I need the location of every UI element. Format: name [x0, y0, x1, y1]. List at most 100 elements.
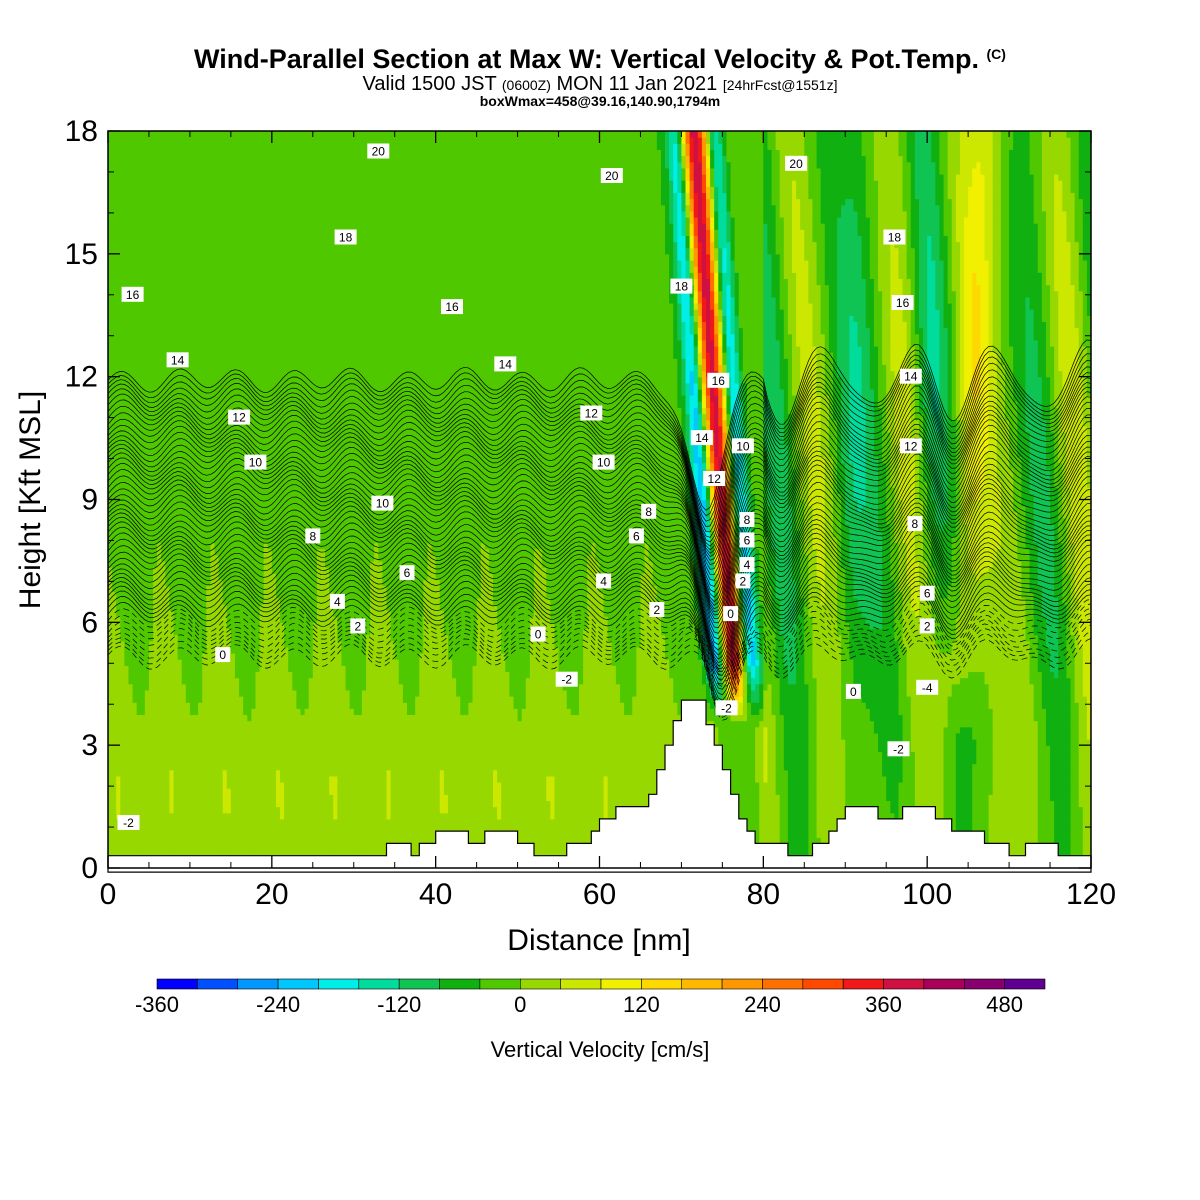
heat-cell — [276, 702, 281, 709]
heat-cell — [153, 825, 158, 832]
heat-cell — [149, 764, 154, 771]
heat-cell — [194, 745, 199, 752]
heat-cell — [174, 217, 179, 224]
heat-cell — [149, 579, 154, 586]
heat-cell — [174, 764, 179, 771]
heat-cell — [206, 610, 211, 617]
heat-cell — [198, 156, 203, 163]
heat-cell — [182, 334, 187, 341]
heat-cell — [235, 708, 240, 715]
heat-cell — [186, 223, 191, 230]
heat-cell — [255, 739, 260, 746]
heat-cell — [272, 831, 277, 838]
heat-cell — [247, 321, 252, 328]
heat-cell — [206, 702, 211, 709]
heat-cell — [157, 254, 162, 261]
heat-cell — [272, 328, 277, 335]
heat-cell — [186, 622, 191, 629]
heat-cell — [231, 205, 236, 212]
heat-cell — [137, 156, 142, 163]
heat-cell — [112, 721, 117, 728]
heat-cell — [133, 794, 138, 801]
heat-cell — [235, 457, 240, 464]
heat-cell — [128, 205, 133, 212]
heat-cell — [198, 690, 203, 697]
heat-cell — [174, 143, 179, 150]
heat-cell — [161, 242, 166, 249]
heat-cell — [247, 364, 252, 371]
heat-cell — [239, 794, 244, 801]
heat-cell — [161, 837, 166, 844]
heat-cell — [182, 242, 187, 249]
heat-cell — [239, 684, 244, 691]
heat-cell — [255, 665, 260, 672]
heat-cell — [235, 450, 240, 457]
heat-cell — [219, 334, 224, 341]
heat-cell — [116, 690, 121, 697]
heat-cell — [149, 690, 154, 697]
heat-cell — [153, 770, 158, 777]
heat-cell — [219, 205, 224, 212]
heat-cell — [206, 174, 211, 181]
heat-cell — [198, 782, 203, 789]
heat-cell — [137, 696, 142, 703]
heat-cell — [194, 131, 199, 138]
heat-cell — [174, 180, 179, 187]
heat-cell — [255, 143, 260, 150]
heat-cell — [145, 364, 150, 371]
heat-cell — [231, 831, 236, 838]
heat-cell — [124, 800, 129, 807]
heat-cell — [231, 678, 236, 685]
heat-cell — [178, 696, 183, 703]
heat-cell — [112, 653, 117, 660]
heat-cell — [214, 831, 219, 838]
heat-cell — [133, 254, 138, 261]
heat-cell — [235, 162, 240, 169]
heat-cell — [198, 444, 203, 451]
heat-cell — [272, 377, 277, 384]
heat-cell — [149, 831, 154, 838]
heat-cell — [194, 162, 199, 169]
heat-cell — [210, 235, 215, 242]
heat-cell — [260, 702, 265, 709]
heat-cell — [243, 334, 248, 341]
heat-cell — [202, 186, 207, 193]
heat-cell — [153, 764, 158, 771]
heat-cell — [169, 211, 174, 218]
heat-cell — [223, 757, 228, 764]
heat-cell — [161, 297, 166, 304]
heat-cell — [251, 813, 256, 820]
heat-cell — [149, 659, 154, 666]
heat-cell — [178, 223, 183, 230]
heat-cell — [149, 469, 154, 476]
heat-cell — [268, 285, 273, 292]
heat-cell — [243, 751, 248, 758]
heat-cell — [141, 770, 146, 777]
heat-cell — [120, 708, 125, 715]
heat-cell — [182, 278, 187, 285]
heat-cell — [178, 671, 183, 678]
heat-cell — [137, 272, 142, 279]
heat-cell — [239, 211, 244, 218]
heat-cell — [210, 831, 215, 838]
heat-cell — [251, 671, 256, 678]
heat-cell — [223, 131, 228, 138]
heat-cell — [120, 315, 125, 322]
heat-cell — [124, 678, 129, 685]
heat-cell — [214, 254, 219, 261]
heat-cell — [214, 297, 219, 304]
heat-cell — [206, 665, 211, 672]
heat-cell — [243, 690, 248, 697]
heat-cell — [161, 223, 166, 230]
heat-cell — [206, 192, 211, 199]
heat-cell — [235, 475, 240, 482]
heat-cell — [247, 659, 252, 666]
heat-cell — [210, 813, 215, 820]
heat-cell — [235, 770, 240, 777]
heat-cell — [186, 162, 191, 169]
heat-cell — [202, 714, 207, 721]
heat-cell — [128, 807, 133, 814]
heat-cell — [186, 671, 191, 678]
heat-cell — [268, 721, 273, 728]
heat-cell — [157, 309, 162, 316]
